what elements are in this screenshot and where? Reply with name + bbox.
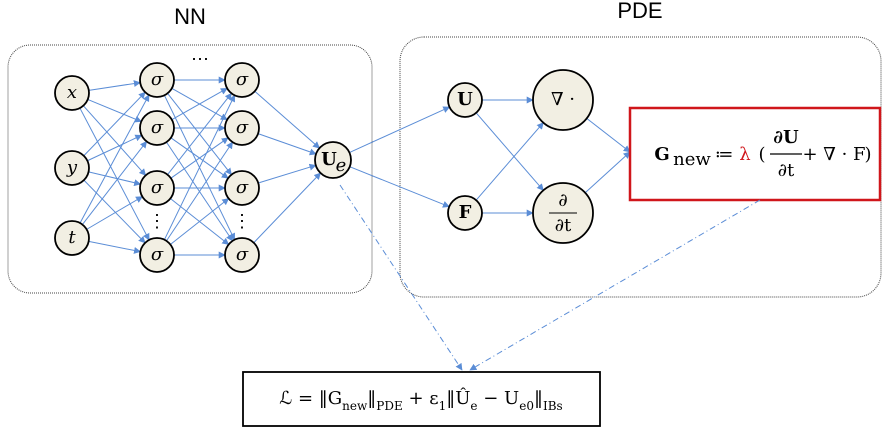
ellipsis-v: ⋮	[233, 211, 251, 232]
loss-box	[242, 371, 601, 427]
output-node	[314, 141, 352, 179]
loss-part: + ε	[403, 388, 439, 409]
pde-label: U	[457, 89, 473, 110]
connection	[82, 105, 147, 176]
operator-label: ∂t	[555, 215, 572, 236]
connection	[349, 106, 451, 154]
connection	[81, 140, 148, 225]
residual-assign: ≔	[715, 144, 734, 165]
loss-part: e0	[519, 399, 534, 413]
output-label: U	[321, 149, 337, 170]
input-node	[54, 75, 90, 111]
residual-frac-den: ∂t	[778, 160, 795, 181]
connection	[167, 92, 232, 175]
pde-node	[447, 82, 483, 118]
loss-part: new	[342, 399, 368, 413]
residual-open: (	[758, 144, 765, 165]
operator-node	[532, 69, 594, 131]
pde-label: F	[459, 202, 472, 223]
loss-formula: ℒ = ‖Gnew‖PDE + ε1‖Ûe − Ue0‖IBs	[279, 386, 562, 413]
input-label: t	[68, 227, 76, 248]
operator-label: ∇ ·	[551, 89, 575, 110]
nn-title: NN	[174, 4, 206, 29]
ellipsis-h: ⋯	[191, 49, 209, 70]
output-sub: e	[336, 155, 347, 176]
neuron	[139, 62, 175, 98]
neuron	[224, 237, 260, 273]
connection	[86, 196, 143, 230]
neuron-label: σ	[151, 244, 164, 265]
connection	[79, 94, 150, 224]
connection	[166, 141, 233, 242]
neuron	[224, 110, 260, 146]
connection	[88, 80, 141, 91]
loss-part: e	[470, 399, 477, 413]
pde-title: PDE	[617, 0, 662, 23]
input-node	[54, 220, 90, 256]
connection	[349, 166, 450, 208]
neuron	[224, 62, 260, 98]
connection	[88, 171, 142, 187]
neuron	[139, 110, 175, 146]
connection	[170, 137, 229, 179]
connection	[87, 99, 142, 123]
neuron-label: σ	[236, 244, 249, 265]
connection	[257, 133, 317, 156]
connection	[475, 112, 544, 191]
connection	[584, 151, 631, 194]
connection	[254, 90, 321, 149]
neuron	[139, 170, 175, 206]
ellipsis-v: ⋮	[148, 211, 166, 232]
loss-part: ‖	[534, 388, 543, 409]
residual-frac-num: ∂U	[773, 127, 799, 148]
neuron	[139, 237, 175, 273]
neuron-label: σ	[151, 69, 164, 90]
residual-lhs: G	[654, 144, 669, 165]
loss-part: ℒ = ‖G	[279, 388, 342, 409]
connection	[83, 91, 146, 157]
neuron-label: σ	[236, 69, 249, 90]
dashed-link	[339, 184, 463, 371]
connection	[79, 107, 150, 241]
nn-box	[7, 44, 373, 294]
loss-part: − U	[478, 388, 520, 409]
connection	[163, 94, 236, 240]
connection	[83, 179, 146, 244]
connection	[586, 117, 631, 153]
connection	[88, 240, 142, 254]
input-node	[54, 150, 90, 186]
neuron-label: σ	[236, 177, 249, 198]
loss-part: IBs	[543, 399, 563, 413]
neuron	[224, 170, 260, 206]
dashed-link	[469, 199, 761, 371]
loss-part: PDE	[376, 399, 402, 413]
loss-part: ‖Û	[446, 386, 470, 409]
connection	[258, 163, 317, 184]
connection	[87, 134, 143, 162]
input-label: x	[67, 82, 77, 103]
residual-sub: new	[673, 149, 711, 170]
connection	[253, 172, 322, 244]
connection	[475, 122, 544, 201]
residual-lambda: λ	[739, 144, 750, 165]
connection	[170, 198, 230, 245]
residual-plus: + ∇ · F	[802, 144, 865, 165]
connections	[79, 76, 631, 259]
connection	[171, 87, 228, 121]
operator-label: ∂	[558, 190, 567, 211]
residual-close: )	[864, 144, 871, 165]
input-label: y	[66, 157, 78, 178]
neuron-label: σ	[151, 117, 164, 138]
pde-node	[447, 195, 483, 231]
neuron-label: σ	[151, 177, 164, 198]
residual-box	[628, 106, 882, 202]
loss-part: 1	[439, 399, 447, 413]
neuron-label: σ	[236, 117, 249, 138]
loss-part: ‖	[367, 388, 376, 409]
